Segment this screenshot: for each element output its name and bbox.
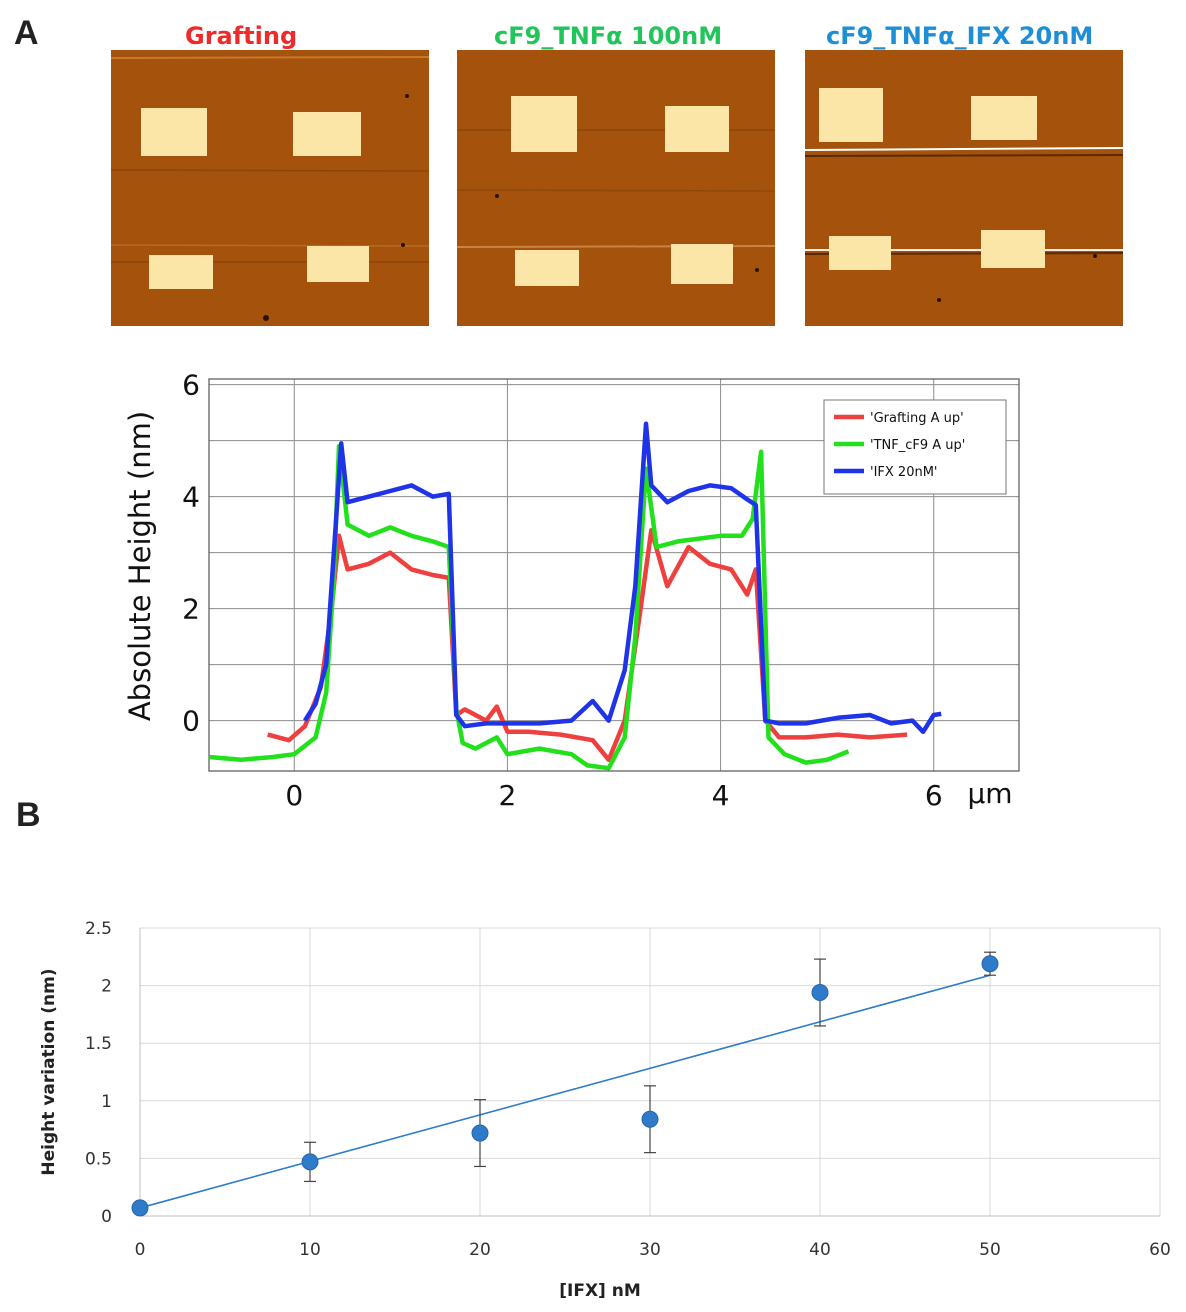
x-tick-label: 60	[1149, 1240, 1171, 1260]
y-tick-label: 1	[101, 1092, 112, 1112]
x-tick-label: 50	[979, 1240, 1001, 1260]
x-tick-label: 0	[135, 1240, 146, 1260]
series-line-2	[303, 421, 942, 735]
x-tick-label: 4	[712, 779, 730, 812]
y-tick-label: 0.5	[85, 1149, 112, 1169]
legend-label-0: 'Grafting A up'	[870, 411, 964, 426]
y-axis-label: Absolute Height (nm)	[123, 411, 157, 721]
height-profile-chart: 0 2 4 6 0 2 4 6 µm Absolute Height (nm) 'Grafting …	[123, 369, 1020, 812]
x-unit-label: µm	[967, 777, 1012, 810]
x-tick-label: 30	[639, 1240, 661, 1260]
y-tick-label: 2	[101, 977, 112, 997]
panel-b-label: B	[16, 796, 41, 834]
afm-image-ifx	[805, 50, 1123, 326]
y-tick-label: 0	[182, 705, 200, 738]
x-tick-label: 40	[809, 1240, 831, 1260]
afm-image-tnf	[457, 50, 775, 326]
legend-label-1: 'TNF_cF9 A up'	[870, 438, 965, 453]
data-point	[981, 955, 999, 973]
afm-image-grafting	[111, 50, 429, 326]
y-axis-label: Height variation (nm)	[39, 968, 59, 1175]
legend-label-2: 'IFX 20nM'	[870, 465, 938, 480]
y-tick-label: 2	[182, 593, 200, 626]
afm-title-grafting: Grafting	[185, 22, 298, 50]
panel-a-label: A	[14, 14, 39, 52]
data-point	[131, 1199, 149, 1217]
x-tick-label: 2	[499, 779, 517, 812]
series-line-0	[267, 527, 908, 763]
x-tick-label: 0	[285, 779, 303, 812]
y-tick-label: 4	[182, 481, 200, 514]
y-tick-label: 2.5	[85, 919, 112, 939]
y-tick-label: 1.5	[85, 1034, 112, 1054]
plot-frame-a	[208, 378, 1020, 772]
x-tick-label: 10	[299, 1240, 321, 1260]
y-tick-label: 6	[182, 369, 200, 402]
x-tick-label: 20	[469, 1240, 491, 1260]
x-tick-label: 6	[925, 779, 943, 812]
afm-title-ifx: cF9_TNFα_IFX 20nM	[826, 22, 1094, 50]
data-point	[641, 1110, 659, 1128]
afm-title-tnf: cF9_TNFα 100nM	[494, 22, 723, 50]
y-tick-label: 0	[101, 1207, 112, 1227]
linear-trendline	[139, 974, 991, 1209]
data-point	[811, 984, 829, 1002]
data-point	[301, 1153, 319, 1171]
x-axis-label: [IFX] nM	[559, 1281, 641, 1301]
data-point	[471, 1124, 489, 1142]
